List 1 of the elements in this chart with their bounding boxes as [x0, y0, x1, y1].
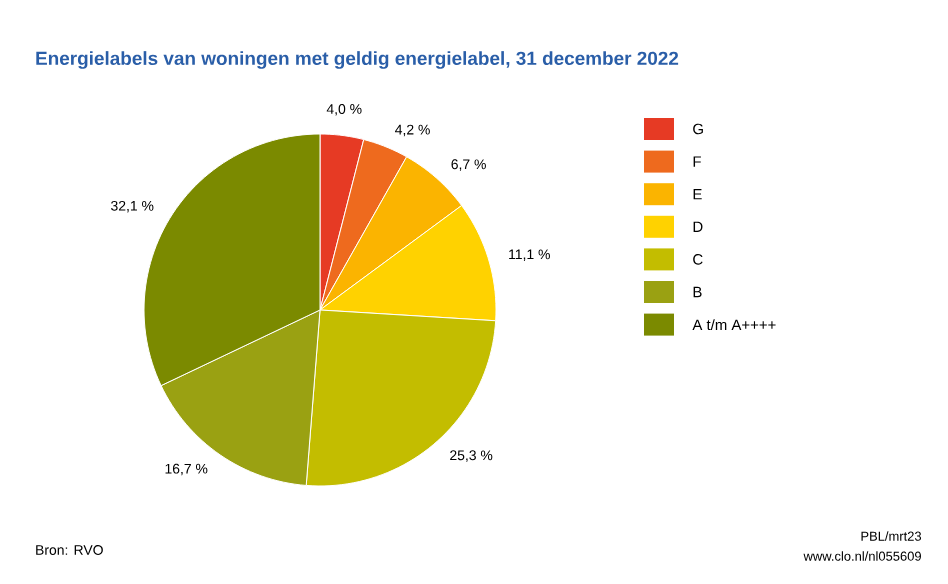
chart-title: Energielabels van woningen met geldig energielabel, 31 december 2022: [36, 51, 679, 69]
